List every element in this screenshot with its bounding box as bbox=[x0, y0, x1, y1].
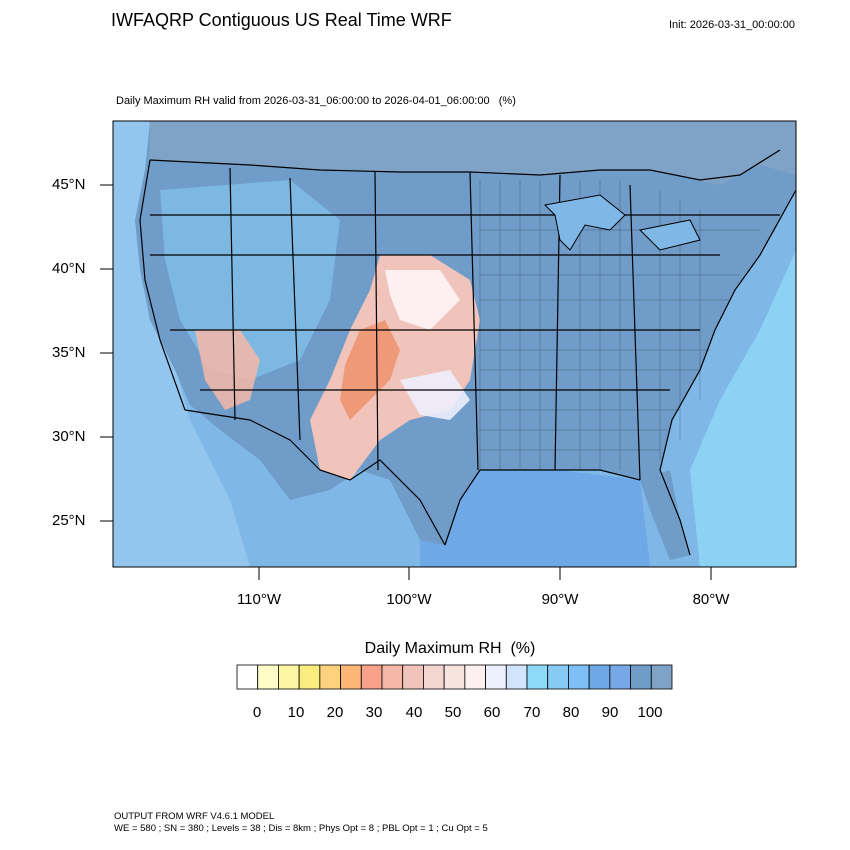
plot-title: IWFAQRP Contiguous US Real Time WRF bbox=[111, 10, 452, 30]
dry-plains-white bbox=[385, 270, 460, 330]
state-line-d bbox=[469, 171, 479, 471]
us-canada-border bbox=[149, 149, 781, 181]
lon-label-100: 100°W bbox=[386, 591, 432, 608]
colorbar-swatch bbox=[464, 664, 486, 690]
lat-label-40: 40°N bbox=[52, 260, 86, 277]
state-line-b bbox=[289, 177, 301, 441]
colorbar-tick: 50 bbox=[444, 704, 462, 721]
colorbar-swatch bbox=[443, 664, 466, 690]
lon-label-110: 110°W bbox=[236, 591, 282, 608]
atlantic-moist-band bbox=[690, 250, 796, 567]
model-info-line2: WE = 580 ; SN = 380 ; Levels = 38 ; Dis … bbox=[114, 823, 488, 834]
colorbar-swatch bbox=[485, 664, 507, 690]
county-grid bbox=[479, 180, 760, 470]
gulf-area bbox=[420, 455, 650, 567]
colorbar-swatch bbox=[526, 664, 549, 690]
lat-label-45: 45°N bbox=[52, 176, 86, 193]
colorbar-swatch bbox=[588, 664, 611, 690]
colorbar-swatch bbox=[236, 664, 259, 690]
lon-label-90: 90°W bbox=[541, 591, 579, 608]
colorbar-tick: 10 bbox=[287, 704, 305, 721]
colorbar-swatch bbox=[402, 664, 424, 690]
colorbar-swatch bbox=[319, 664, 341, 690]
colorbar-swatch bbox=[630, 664, 652, 690]
lon-label-80: 80°W bbox=[692, 591, 730, 608]
state-line-a bbox=[229, 167, 236, 421]
colorbar-tick: 100 bbox=[637, 704, 663, 721]
colorbar-swatch bbox=[423, 664, 445, 690]
colorbar-tick: 80 bbox=[562, 704, 580, 721]
colorbar-swatch bbox=[340, 664, 362, 690]
very-dry-core bbox=[340, 320, 400, 420]
colorbar-tick: 90 bbox=[601, 704, 619, 721]
colorbar-tick: 30 bbox=[365, 704, 383, 721]
rh-map bbox=[100, 120, 797, 580]
colorbar-tick: 0 bbox=[252, 704, 262, 721]
colorbar-swatch bbox=[381, 664, 404, 690]
great-lakes bbox=[543, 194, 701, 251]
colorbar-swatch bbox=[609, 664, 631, 690]
colorbar-swatch bbox=[257, 664, 279, 690]
us-mexico-border bbox=[184, 409, 446, 546]
state-line-f bbox=[629, 184, 641, 481]
colorbar-swatch bbox=[650, 664, 673, 690]
colorbar-swatch bbox=[278, 664, 300, 690]
colorbar-swatch bbox=[505, 664, 528, 690]
lat-label-30: 30°N bbox=[52, 428, 86, 445]
lat-label-25: 25°N bbox=[52, 512, 86, 529]
lat-label-35: 35°N bbox=[52, 344, 86, 361]
map-frame bbox=[112, 120, 797, 568]
colorbar-swatch bbox=[360, 664, 383, 690]
colorbar-swatch bbox=[568, 664, 590, 690]
colorbar bbox=[236, 664, 673, 690]
coastline-west bbox=[139, 159, 186, 411]
colorbar-tick: 20 bbox=[326, 704, 344, 721]
plot-subtitle: Daily Maximum RH valid from 2026-03-31_0… bbox=[116, 95, 516, 107]
model-info-line1: OUTPUT FROM WRF V4.6.1 MODEL bbox=[114, 811, 275, 822]
colorbar-title: Daily Maximum RH (%) bbox=[364, 640, 536, 657]
state-line-c bbox=[374, 171, 379, 471]
colorbar-swatch bbox=[298, 664, 321, 690]
colorbar-tick: 70 bbox=[523, 704, 541, 721]
coastline-gulf bbox=[444, 469, 641, 546]
colorbar-swatch bbox=[547, 664, 569, 690]
florida bbox=[640, 470, 690, 560]
texas-dry bbox=[400, 370, 470, 420]
init-time-label: Init: 2026-03-31_00:00:00 bbox=[669, 19, 795, 31]
colorbar-tick: 40 bbox=[405, 704, 423, 721]
colorbar-tick: 60 bbox=[483, 704, 501, 721]
